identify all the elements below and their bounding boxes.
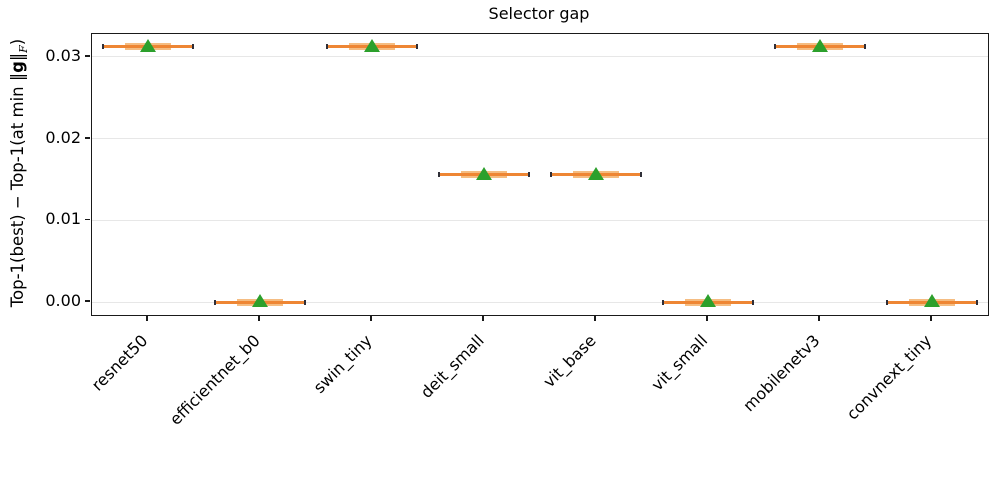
x-tick-label: vit_small <box>647 330 712 395</box>
x-tick-label: convnext_tiny <box>842 330 936 424</box>
whisker-cap <box>416 44 418 50</box>
y-axis-label-subscript-f: F <box>17 45 30 53</box>
mean-marker-icon <box>364 38 380 52</box>
whisker-cap <box>304 299 306 305</box>
whisker-cap <box>214 299 216 305</box>
y-axis-label-g: g <box>8 61 27 73</box>
whisker-cap <box>886 299 888 305</box>
whisker-cap <box>976 299 978 305</box>
x-tick-mark <box>930 315 932 321</box>
y-tick-mark <box>85 300 90 303</box>
mean-marker-icon <box>812 38 828 52</box>
x-tick-mark <box>258 315 260 321</box>
whisker-cap <box>774 44 776 50</box>
mean-marker-icon <box>476 166 492 180</box>
x-tick-mark <box>370 315 372 321</box>
y-axis-label-close-paren: ) <box>8 38 27 46</box>
y-axis-label-text: Top-1(best) − Top-1(at min ‖ <box>8 72 27 308</box>
whisker-cap <box>326 44 328 50</box>
y-tick-mark <box>85 136 90 139</box>
x-tick-mark <box>146 315 148 321</box>
y-gridline <box>92 56 988 58</box>
y-gridline <box>92 219 988 221</box>
whisker-cap <box>752 299 754 305</box>
y-gridline <box>92 301 988 303</box>
y-tick-mark <box>85 55 90 57</box>
x-tick-mark <box>706 315 708 321</box>
whisker-cap <box>102 44 104 50</box>
mean-marker-icon <box>588 166 604 180</box>
whisker-cap <box>192 44 194 50</box>
y-axis-label-norm: ‖ <box>8 52 27 62</box>
chart-title: Selector gap <box>488 4 590 23</box>
y-tick-label: 0.00 <box>45 291 81 311</box>
y-tick-label: 0.02 <box>45 127 81 147</box>
x-tick-label: swin_tiny <box>309 330 376 397</box>
mean-marker-icon <box>140 38 156 52</box>
x-tick-label: efficientnet_b0 <box>165 330 264 429</box>
whisker-cap <box>550 172 552 177</box>
plot-area <box>91 33 989 316</box>
whisker-cap <box>528 172 530 177</box>
whisker-cap <box>438 172 440 177</box>
mean-marker-icon <box>924 294 940 308</box>
whisker-cap <box>662 299 664 305</box>
y-axis-label: Top-1(best) − Top-1(at min ‖g‖F) <box>8 39 30 307</box>
x-tick-label: resnet50 <box>87 330 152 395</box>
x-tick-mark <box>818 315 820 321</box>
x-tick-label: vit_base <box>539 330 600 392</box>
x-tick-label: deit_small <box>416 330 488 402</box>
mean-marker-icon <box>700 294 716 308</box>
y-tick-mark <box>85 218 90 221</box>
mean-marker-icon <box>252 294 268 308</box>
x-tick-mark <box>482 315 484 321</box>
y-tick-label: 0.03 <box>45 45 81 65</box>
x-tick-label: mobilenetv3 <box>739 330 824 416</box>
y-gridline <box>92 138 988 140</box>
whisker-cap <box>640 172 642 177</box>
x-tick-mark <box>594 315 596 321</box>
y-tick-label: 0.01 <box>45 209 81 229</box>
whisker-cap <box>864 44 866 50</box>
